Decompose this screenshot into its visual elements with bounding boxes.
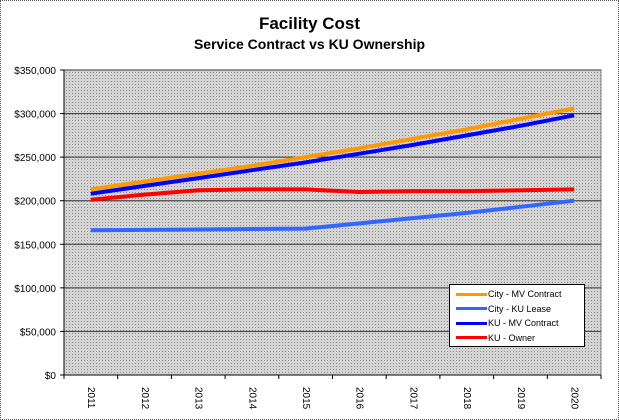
- legend-label: City - KU Lease: [488, 303, 552, 314]
- series-lines: [90, 106, 575, 233]
- legend-label: KU - Owner: [488, 332, 536, 343]
- series-line-city-mv-contract: [90, 106, 575, 192]
- series-line-ku-owner: [90, 187, 575, 202]
- y-tick-label: $200,000: [14, 197, 56, 208]
- x-tick-label: 2020: [569, 387, 580, 410]
- chart-title: Facility Cost: [258, 14, 361, 33]
- x-tick-label: 2013: [193, 387, 204, 410]
- x-tick-label: 2018: [461, 387, 472, 410]
- legend-swatch: [456, 336, 487, 340]
- y-tick-label: $100,000: [14, 284, 56, 295]
- series-line-city-ku-lease: [90, 198, 575, 233]
- x-tick-label: 2012: [139, 387, 150, 410]
- legend-label: KU - MV Contract: [488, 318, 559, 329]
- series-line-ku-mv-contract: [90, 113, 575, 196]
- y-tick-label: $250,000: [14, 153, 56, 164]
- y-tick-label: $0: [45, 371, 57, 382]
- chart-subtitle: Service Contract vs KU Ownership: [193, 36, 426, 52]
- x-tick-label: 2017: [407, 387, 418, 410]
- y-tick-label: $50,000: [20, 327, 57, 338]
- legend-item: City - MV Contract: [456, 287, 584, 302]
- x-tick-label: 2011: [85, 387, 96, 409]
- legend-item: KU - MV Contract: [456, 316, 584, 331]
- x-tick-label: 2014: [246, 387, 257, 410]
- legend-swatch: [456, 292, 487, 296]
- legend-swatch: [456, 307, 487, 311]
- legend-swatch: [456, 321, 487, 325]
- x-tick-label: 2016: [354, 387, 365, 410]
- legend-item: KU - Owner: [456, 331, 584, 346]
- y-tick-label: $350,000: [14, 66, 56, 77]
- legend-item: City - KU Lease: [456, 302, 584, 317]
- legend: City - MV Contract City - KU Lease KU - MV…: [449, 284, 585, 347]
- x-tick-label: 2019: [515, 387, 526, 410]
- x-axis-ticks: 2011 2012 2013 2014 2015 2016 2017 2018 2019 2020: [63, 375, 602, 410]
- y-axis-ticks: $0 $50,000 $100,000 $150,000 $200,000 $250,00…: [14, 66, 64, 382]
- y-tick-label: $300,000: [14, 110, 56, 121]
- x-tick-label: 2015: [300, 387, 311, 410]
- legend-label: City - MV Contract: [488, 289, 562, 300]
- y-tick-label: $150,000: [14, 240, 56, 251]
